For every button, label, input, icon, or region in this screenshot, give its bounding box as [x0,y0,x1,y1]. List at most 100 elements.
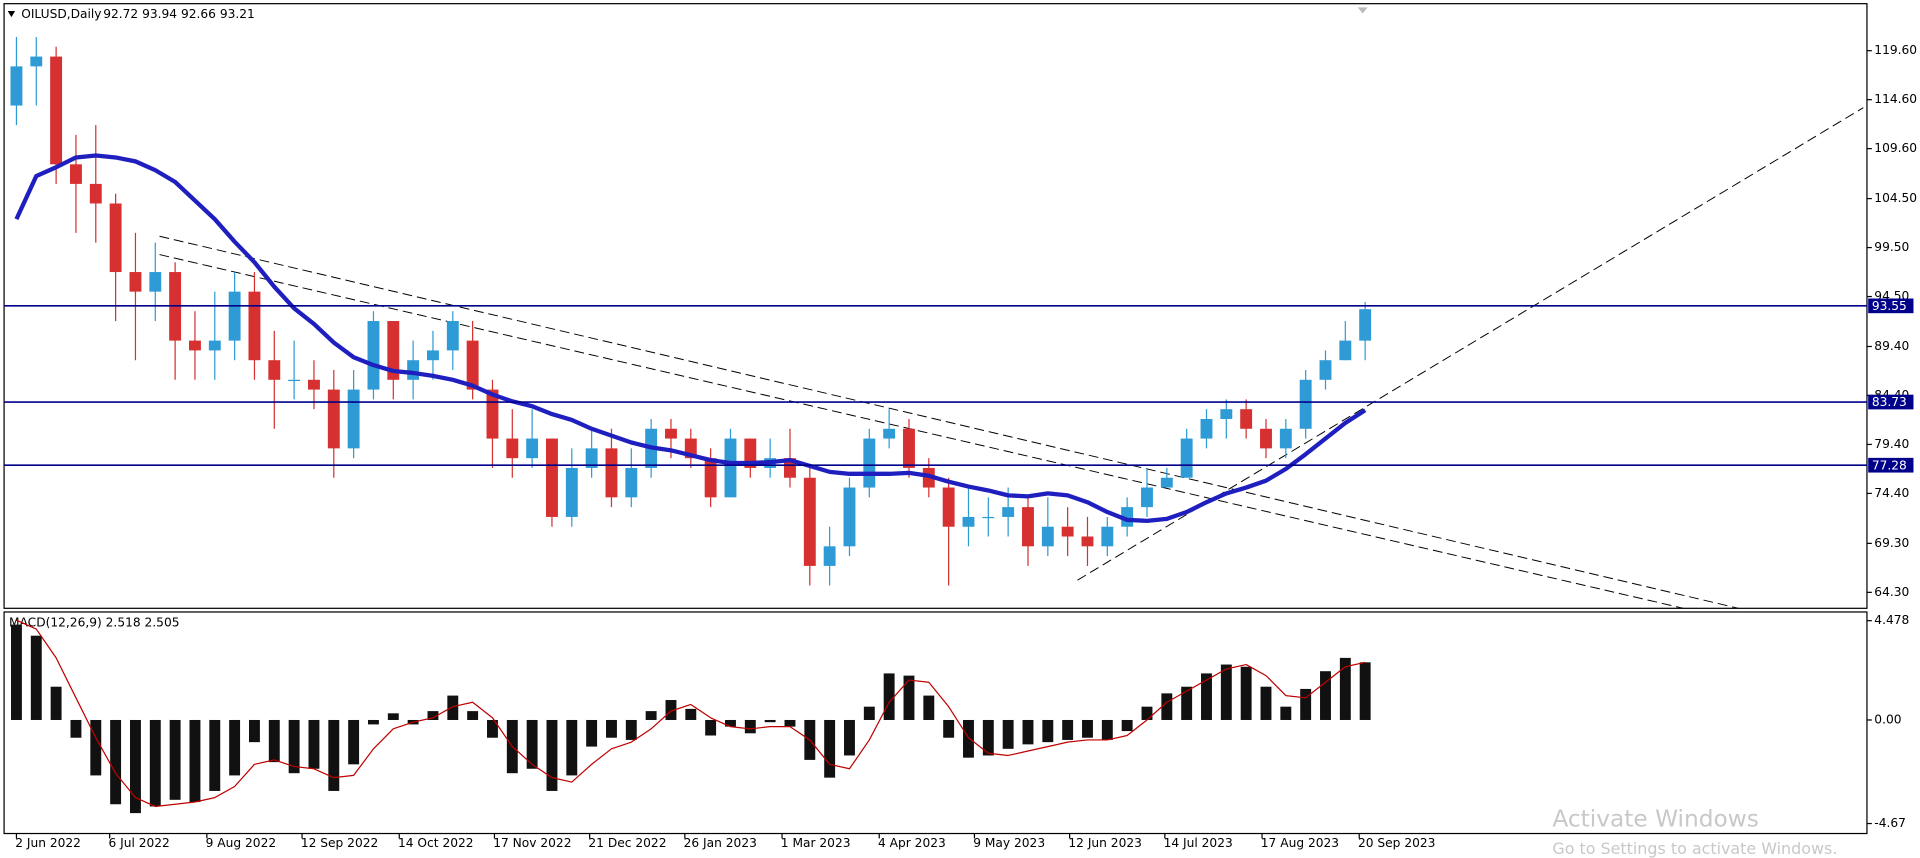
macd-bar [1280,706,1292,720]
candle-body [288,379,301,382]
macd-bar [328,719,340,791]
x-tick-label: 26 Jan 2023 [684,836,757,850]
candle-body [427,350,439,361]
macd-bar [70,719,82,738]
macd-bar [625,719,637,740]
macd-bar [169,719,181,800]
x-tick-label: 1 Mar 2023 [781,836,851,850]
ohlc: 92.72 93.94 92.66 93.21 [103,7,255,21]
macd-bar [725,719,736,727]
y-tick-label: -4.67 [1874,816,1906,830]
x-tick-label: 17 Aug 2023 [1261,836,1339,850]
macd-bar [1300,688,1312,720]
price-label-box [1868,457,1914,473]
candle-body [1121,507,1134,527]
candle-body [1299,379,1312,429]
candle-body [248,291,261,361]
macd-bar [268,719,280,763]
candle-body [327,389,340,449]
price-label-box [1868,394,1914,410]
y-tick-label: 69.30 [1874,536,1909,550]
macd-bar [50,686,62,720]
y-tick-label: 104.50 [1874,191,1917,205]
macd-bar [348,719,360,765]
watermark-title: Activate Windows [1552,806,1758,833]
macd-bar [308,719,320,769]
x-tick-label: 4 Apr 2023 [878,836,946,850]
macd-panel [3,611,1868,835]
macd-bar [1141,706,1153,720]
candle-body [506,438,519,459]
candle-body [1041,526,1054,547]
candle-body [387,321,400,380]
y-tick-label: 89.40 [1874,339,1909,353]
macd-bar [665,700,677,720]
macd-bar [586,719,598,747]
macd-bar [288,719,300,774]
candle-body [823,546,836,566]
macd-bar [427,711,439,720]
price-label: 83.73 [1872,395,1907,409]
candle-body [1022,507,1034,547]
macd-bar [1181,686,1193,720]
macd-bar [844,719,855,756]
x-tick-label: 12 Jun 2023 [1068,836,1142,850]
x-tick-label: 21 Dec 2022 [588,836,666,850]
macd-bar [1101,719,1113,740]
candle-body [89,183,102,204]
x-tick-label: 14 Oct 2022 [398,836,474,850]
candle-body [1141,487,1153,508]
candle-body [1101,526,1114,547]
price-label-box [1868,298,1914,314]
candle-body [863,438,876,488]
watermark-subtitle: Go to Settings to activate Windows. [1552,839,1837,858]
candle-body [784,458,796,478]
trend-line [159,235,1739,609]
candle-body [367,321,380,390]
y-tick-label: 4.478 [1874,613,1909,627]
candle-body [1220,409,1233,419]
macd-bar [784,719,796,727]
candle-body [1200,418,1213,439]
candle-body [1002,507,1015,517]
macd-bar [447,695,459,720]
candle-body [189,340,201,351]
candle-body [347,389,360,449]
signal-line [16,619,1366,808]
x-tick-label: 9 May 2023 [973,836,1045,850]
macd-bar [1062,719,1074,740]
indicator-title: MACD(12,26,9) 2.518 2.505 [9,615,180,629]
macd-bar [685,708,697,720]
candle-body [942,487,955,527]
candle-body [149,272,162,292]
y-tick-label: 99.50 [1874,240,1909,254]
candle-body [724,438,737,498]
candle-body [208,340,221,351]
candle-body [268,360,281,380]
y-tick-label: 64.30 [1874,585,1909,599]
candle-body [605,448,618,498]
candle-body [843,487,856,547]
candle-body [883,428,896,439]
macd-bar [10,624,22,720]
candle-body [486,389,499,439]
macd-bar [923,695,935,720]
candle-body [982,516,995,519]
candle-body [565,467,578,517]
macd-bar [744,719,756,734]
candle-body [903,428,915,468]
candle-body [585,448,598,468]
candle-body [546,438,558,517]
x-tick-label: 17 Nov 2022 [493,836,571,850]
macd-bar [526,719,538,769]
price-label: 93.55 [1872,299,1907,313]
x-tick-label: 6 Jul 2022 [108,836,169,850]
macd-bar [982,719,994,756]
y-tick-label: 109.60 [1874,141,1917,155]
candle-body [1180,438,1193,478]
x-tick-label: 20 Sep 2023 [1358,836,1435,850]
candle-body [962,516,975,527]
candle-body [30,56,43,67]
x-tick-label: 14 Jul 2023 [1164,836,1233,850]
